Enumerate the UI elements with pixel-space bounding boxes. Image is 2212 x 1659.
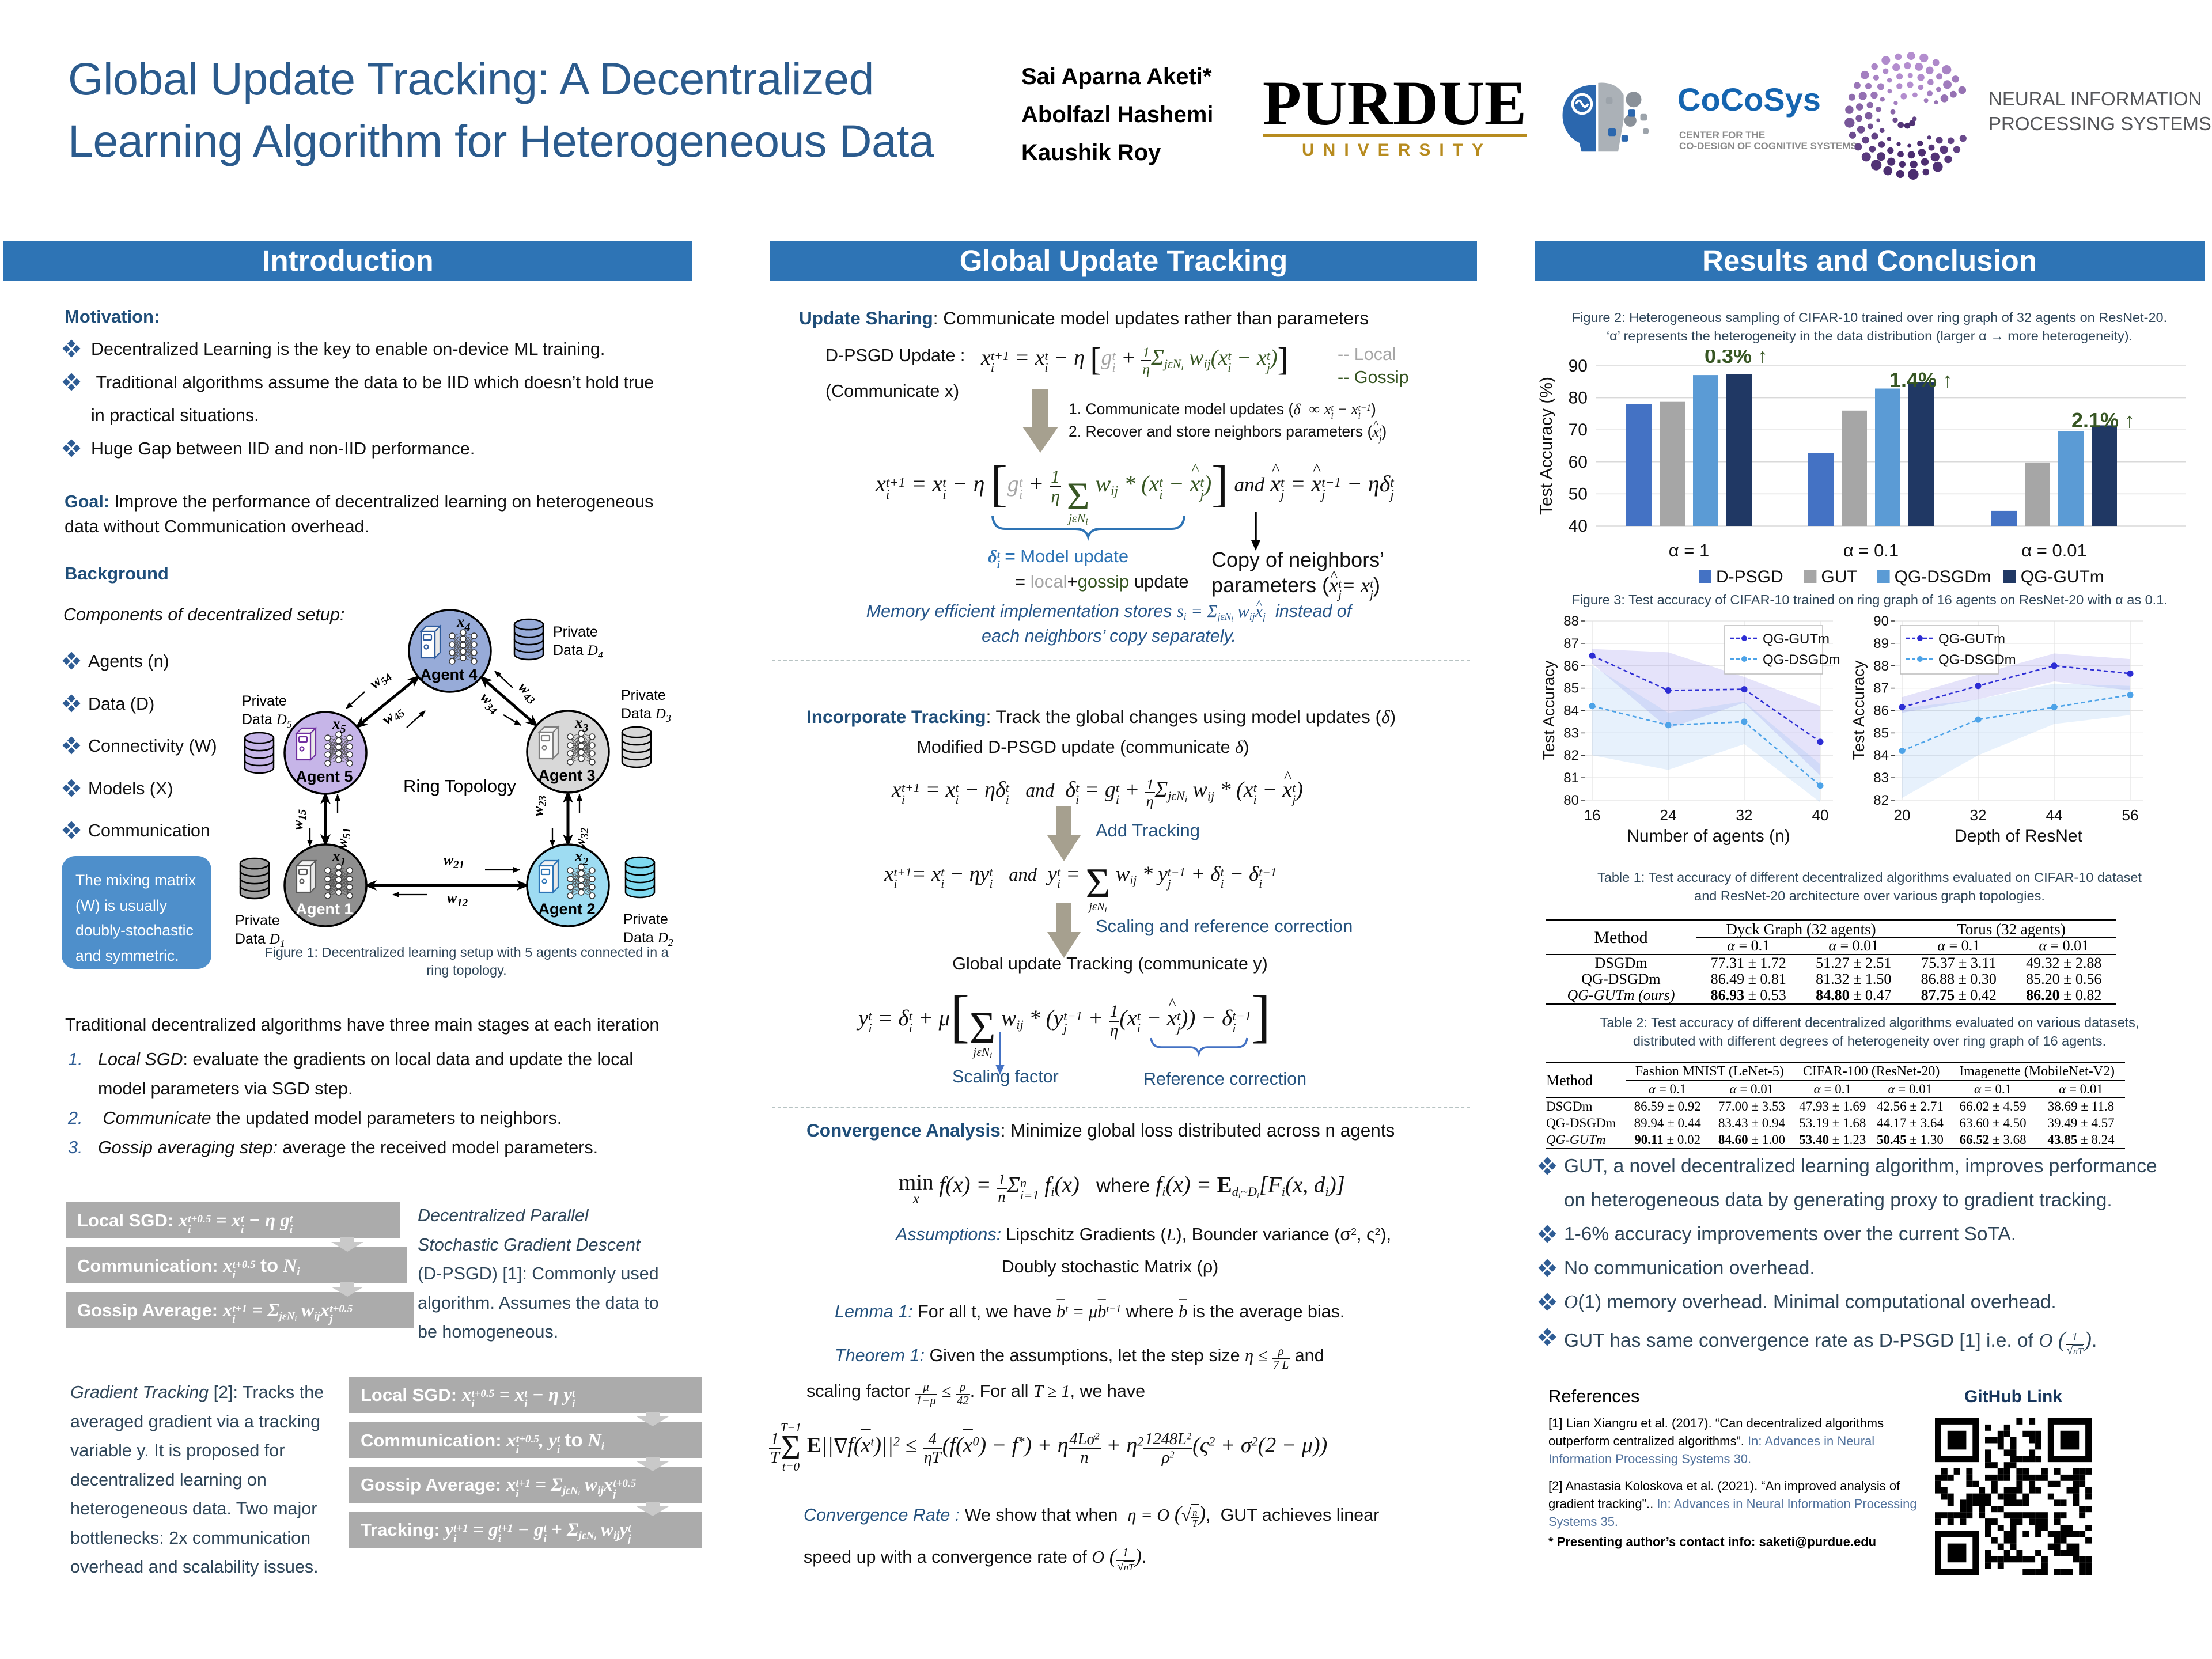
svg-text:16: 16 [1584, 806, 1601, 824]
svg-text:50: 50 [1569, 484, 1588, 503]
svg-text:GUT: GUT [1821, 567, 1857, 586]
svg-text:1.4% ↑: 1.4% ↑ [1889, 368, 1953, 392]
svg-text:89: 89 [1873, 636, 1889, 652]
svg-text:83: 83 [1563, 725, 1579, 741]
svg-text:70: 70 [1569, 421, 1588, 440]
svg-text:Data D4: Data D4 [553, 642, 603, 661]
svg-text:85: 85 [1873, 725, 1889, 741]
svg-text:QG-GUTm: QG-GUTm [2021, 567, 2104, 586]
svg-text:Agent 4: Agent 4 [420, 666, 477, 683]
svg-text:Private: Private [235, 912, 280, 929]
svg-text:84: 84 [1563, 703, 1579, 719]
svg-text:81: 81 [1563, 770, 1579, 786]
svg-text:83: 83 [1873, 770, 1889, 786]
svg-text:Data D5: Data D5 [242, 711, 292, 730]
svg-text:88: 88 [1873, 658, 1889, 674]
svg-text:88: 88 [1563, 613, 1579, 629]
svg-text:56: 56 [2122, 806, 2139, 824]
svg-text:QG-DSGDm: QG-DSGDm [1938, 652, 2016, 668]
svg-text:82: 82 [1873, 793, 1889, 808]
svg-text:Agent 1: Agent 1 [296, 900, 353, 918]
svg-text:w15: w15 [289, 809, 309, 830]
svg-text:w21: w21 [444, 851, 464, 871]
svg-text:32: 32 [1736, 806, 1753, 824]
svg-text:40: 40 [1812, 806, 1829, 824]
svg-text:82: 82 [1563, 748, 1579, 763]
svg-text:α = 1: α = 1 [1669, 540, 1710, 560]
svg-text:QG-DSGDm: QG-DSGDm [1763, 652, 1840, 668]
svg-text:Data D1: Data D1 [235, 931, 285, 949]
svg-text:87: 87 [1563, 636, 1579, 652]
svg-text:Ring Topology: Ring Topology [403, 776, 516, 796]
svg-text:w23: w23 [529, 796, 549, 816]
svg-text:Private: Private [242, 693, 287, 709]
svg-text:60: 60 [1569, 453, 1588, 472]
svg-text:Test Accuracy (%): Test Accuracy (%) [1537, 377, 1556, 515]
svg-text:86: 86 [1563, 658, 1579, 674]
svg-text:Data D3: Data D3 [621, 706, 671, 724]
svg-text:80: 80 [1563, 793, 1579, 808]
svg-text:Private: Private [623, 911, 668, 927]
svg-text:w54: w54 [366, 666, 395, 694]
svg-text:Test Accuracy: Test Accuracy [1540, 661, 1558, 760]
svg-text:w43: w43 [513, 679, 542, 707]
svg-text:0.3% ↑: 0.3% ↑ [1705, 350, 1768, 368]
svg-text:Private: Private [553, 624, 598, 640]
svg-text:85: 85 [1563, 681, 1579, 696]
svg-text:Number of agents (n): Number of agents (n) [1627, 827, 1790, 846]
svg-text:80: 80 [1569, 389, 1588, 408]
svg-text:Depth of ResNet: Depth of ResNet [1955, 827, 2082, 846]
svg-text:84: 84 [1873, 748, 1889, 763]
svg-text:QG-GUTm: QG-GUTm [1763, 631, 1830, 647]
svg-text:Agent 3: Agent 3 [538, 767, 595, 784]
svg-text:40: 40 [1569, 517, 1588, 536]
svg-text:QG-DSGDm: QG-DSGDm [1895, 567, 1991, 586]
svg-text:w12: w12 [447, 889, 468, 909]
svg-text:86: 86 [1873, 703, 1889, 719]
svg-text:2.1% ↑: 2.1% ↑ [2071, 408, 2135, 432]
svg-text:90: 90 [1873, 613, 1889, 629]
svg-text:QG-GUTm: QG-GUTm [1938, 631, 2005, 647]
svg-text:32: 32 [1970, 806, 1987, 824]
svg-text:20: 20 [1894, 806, 1911, 824]
svg-text:D-PSGD: D-PSGD [1716, 567, 1783, 586]
svg-text:87: 87 [1873, 681, 1889, 696]
svg-text:44: 44 [2046, 806, 2063, 824]
svg-text:90: 90 [1569, 357, 1588, 376]
svg-text:24: 24 [1660, 806, 1677, 824]
svg-text:α = 0.01: α = 0.01 [2021, 540, 2087, 560]
svg-text:α = 0.1: α = 0.1 [1843, 540, 1899, 560]
svg-text:Data D2: Data D2 [623, 930, 673, 948]
svg-text:Private: Private [621, 687, 666, 703]
svg-text:Agent 2: Agent 2 [538, 900, 595, 918]
svg-text:Agent 5: Agent 5 [296, 768, 353, 785]
svg-text:Test Accuracy: Test Accuracy [1850, 661, 1868, 760]
